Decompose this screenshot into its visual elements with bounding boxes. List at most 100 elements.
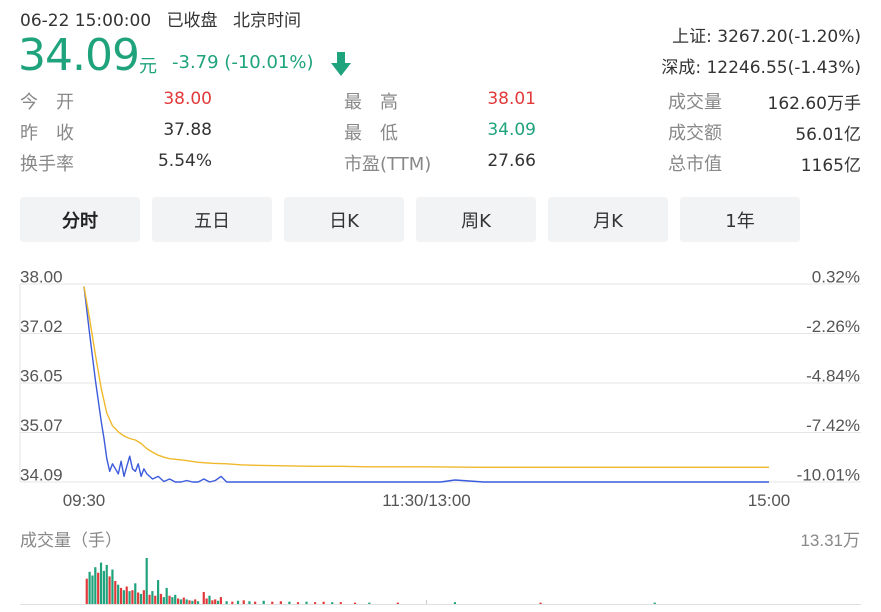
volume-bar [182,597,185,604]
volume-bar [139,593,143,604]
volume-bar [111,569,114,604]
volume-bar [205,598,208,604]
volume-bar [279,601,282,604]
stat-label: 最 高 [344,92,398,113]
volume-bar [396,602,399,604]
volume-bar [262,600,265,604]
stat-label: 昨 收 [20,123,74,144]
volume-bar [216,600,220,604]
volume-bar [145,558,148,604]
volume-bar [313,602,317,604]
volume-bar [254,601,257,604]
volume-bar [142,590,145,604]
volume-bar [353,602,357,604]
y-tick-label: 36.05 [20,366,63,385]
volume-bar [91,575,94,604]
y2-tick-label: 0.32% [812,267,860,286]
current-price: 34.09 [18,30,140,81]
volume-bar [305,601,308,604]
stat-label: 换手率 [20,154,74,175]
tab-3[interactable]: 周K [416,197,536,242]
volume-bar [242,600,245,604]
volume-bar [368,602,371,604]
stat-label: 总市值 [668,154,722,175]
volume-bar [194,599,197,604]
tab-2[interactable]: 日K [284,197,404,242]
volume-bar [211,600,214,604]
volume-bar [176,598,180,604]
volume-bar [179,599,183,604]
index-shanghai: 上证: 3267.20(-1.20%) [672,27,861,47]
index-shenzhen: 深成: 12246.55(-1.43%) [661,58,861,78]
tab-1[interactable]: 五日 [152,197,272,242]
stat-value: 27.66 [487,151,536,171]
volume-bar [168,595,171,604]
stat-value: 37.88 [163,120,212,140]
y-tick-label: 38.00 [20,267,63,286]
y2-tick-label: -10.01% [797,465,860,484]
stat-label: 最 低 [344,123,398,144]
volume-bar [165,587,168,604]
volume-bar [185,599,188,604]
volume-bar [88,571,91,604]
volume-bar [162,597,165,604]
volume-bar [134,583,137,604]
volume-bar [114,581,117,604]
volume-label: 成交量（手） [20,531,122,550]
tab-0[interactable]: 分时 [20,197,140,242]
tab-5[interactable]: 1年 [680,197,800,242]
volume-bar [188,600,191,604]
volume-bar [288,601,291,604]
price-unit: 元 [139,56,157,77]
intraday-chart: 38.00 37.02 36.05 35.07 34.09 0.32% -2.26% -4.8… [19,267,861,605]
volume-bar [137,592,140,604]
volume-bar [102,570,105,604]
volume-bar [85,578,88,604]
y-tick-label: 35.07 [20,416,63,435]
volume-bar [171,597,174,604]
volume-bar [151,591,154,604]
volume-bar [322,601,325,604]
y-tick-label: 37.02 [20,317,63,336]
volume-bar [219,597,222,604]
stat-label: 市盈(TTM) [344,154,432,175]
stat-value: 38.01 [487,89,536,109]
volume-bar [539,602,542,604]
volume-bar [196,601,200,604]
volume-bar [191,600,194,604]
volume-bar [99,562,103,604]
volume-bar [97,572,100,604]
volume-bar [122,590,125,604]
x-tick-label: 15:00 [748,491,791,510]
y2-tick-label: -4.84% [806,366,860,385]
stat-label: 成交额 [668,123,722,144]
volume-bar [271,601,274,604]
volume-bar [174,594,177,604]
volume-bar [453,602,457,604]
volume-bar [225,601,228,604]
quote-datetime: 06-22 15:00:00 [20,11,152,31]
stat-value: 56.01亿 [795,125,861,145]
volume-bar [202,592,205,604]
volume-bar [653,602,656,604]
stat-value: 162.60万手 [767,94,861,114]
tab-4[interactable]: 月K [548,197,668,242]
price-change: -3.79 (-10.01%) [172,52,314,73]
volume-bar [108,576,111,604]
volume-bar [125,586,128,604]
stat-value: 1165亿 [800,156,861,176]
series-price [83,286,769,483]
volume-bar [248,601,251,604]
volume-bar [128,591,131,604]
volume-bar [157,580,160,604]
stat-label: 今 开 [20,92,74,113]
volume-bar [231,601,234,604]
stat-label: 成交量 [668,92,722,113]
stat-value: 34.09 [487,120,536,140]
y2-tick-label: -7.42% [806,416,860,435]
volume-bar [94,567,97,604]
y2-tick-label: -2.26% [806,317,860,336]
volume-bar [339,602,342,604]
x-tick-label: 11:30/13:00 [382,491,471,510]
volume-bar [117,584,120,604]
